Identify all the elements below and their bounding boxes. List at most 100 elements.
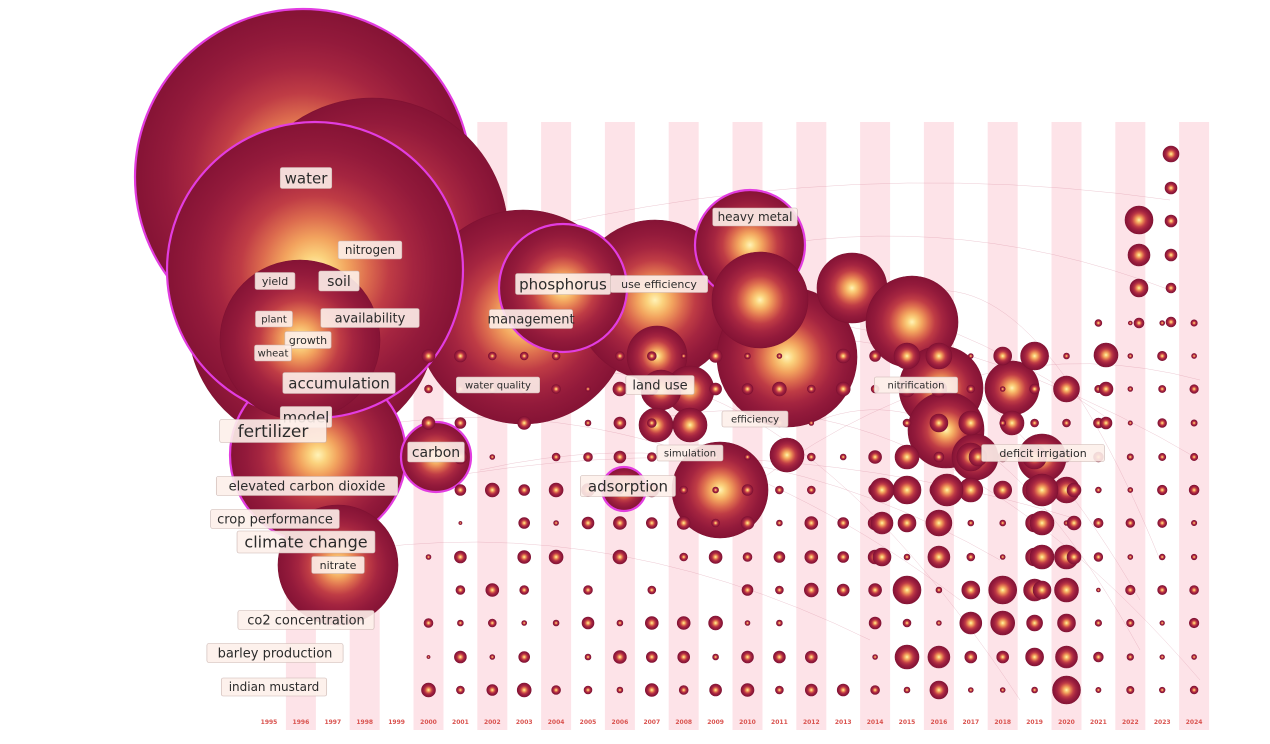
keyword-node <box>894 444 920 470</box>
keyword-label: co2 concentration <box>237 610 375 630</box>
keyword-label: adsorption <box>580 475 676 497</box>
keyword-node <box>1191 654 1197 660</box>
keyword-node <box>521 620 528 626</box>
keyword-node <box>672 407 708 443</box>
keyword-node <box>1189 384 1199 394</box>
keyword-node <box>744 453 751 461</box>
keyword-node <box>836 583 850 597</box>
keyword-node <box>959 611 983 635</box>
keyword-label: indian mustard <box>220 677 328 697</box>
keyword-node <box>929 680 949 700</box>
keyword-label: crop performance <box>210 509 340 529</box>
keyword-node <box>769 437 805 473</box>
keyword-node <box>1191 519 1198 527</box>
keyword-label-box <box>455 376 540 394</box>
year-label: 2021 <box>1090 719 1107 726</box>
keyword-node <box>1164 181 1178 195</box>
keyword-node <box>1159 320 1165 326</box>
keyword-node <box>808 420 815 426</box>
keyword-node <box>872 547 892 567</box>
keyword-node <box>806 485 816 495</box>
keyword-node <box>583 585 593 595</box>
keyword-node <box>1126 653 1134 661</box>
keyword-node <box>708 550 723 564</box>
keyword-node <box>990 610 1016 636</box>
keyword-label-box <box>311 556 365 574</box>
keyword-node <box>999 554 1006 560</box>
keyword-node <box>773 650 786 664</box>
keyword-node <box>967 519 975 527</box>
keyword-label-text: adsorption <box>588 477 668 495</box>
keyword-label: use efficiency <box>610 275 708 293</box>
keyword-node <box>775 585 784 595</box>
year-label: 2000 <box>420 719 437 726</box>
keyword-node <box>458 521 463 525</box>
keyword-node <box>892 475 922 505</box>
year-label: 2018 <box>994 719 1011 726</box>
keyword-node <box>1126 453 1134 461</box>
keyword-node <box>645 517 658 529</box>
keyword-node <box>1127 386 1134 392</box>
keyword-node <box>1125 518 1136 528</box>
keyword-label-box <box>254 344 292 362</box>
keyword-node <box>1098 381 1114 397</box>
keyword-node <box>1188 617 1200 629</box>
keyword-node <box>581 516 595 530</box>
keyword-node <box>1096 587 1101 593</box>
keyword-node <box>551 685 561 695</box>
keyword-node <box>551 351 561 361</box>
keyword-node <box>1062 418 1071 428</box>
year-band <box>860 122 891 730</box>
keyword-node <box>518 651 531 663</box>
keyword-node <box>1031 686 1038 694</box>
keyword-node <box>456 685 465 695</box>
year-label: 1997 <box>324 719 341 726</box>
keyword-label-text: barley production <box>218 647 333 662</box>
year-label: 2005 <box>580 719 597 726</box>
keyword-node <box>869 350 881 362</box>
keyword-label-box <box>318 270 360 292</box>
keyword-node <box>929 413 949 433</box>
keyword-node <box>613 650 627 664</box>
keyword-label-text: land use <box>632 379 687 394</box>
keyword-node <box>1029 510 1055 536</box>
keyword-node <box>1127 243 1151 267</box>
keyword-label: water quality <box>455 376 540 394</box>
keyword-node <box>835 348 851 364</box>
keyword-label-text: deficit irrigation <box>999 447 1086 460</box>
keyword-label-box <box>284 331 332 349</box>
year-label: 2013 <box>835 719 852 726</box>
keyword-node <box>773 551 786 563</box>
keyword-node <box>804 550 819 564</box>
keyword-node <box>1158 385 1167 393</box>
keyword-node <box>1189 585 1199 595</box>
year-axis: 1995 1996 1997 1998 1999 2000 2001 2002 2003 2004… <box>261 719 1203 726</box>
keyword-node <box>775 485 784 495</box>
keyword-node <box>1157 418 1167 428</box>
keyword-node <box>1030 418 1039 428</box>
keyword-label-box <box>712 207 798 227</box>
keyword-node <box>837 517 850 529</box>
keyword-node <box>489 454 496 460</box>
keyword-node <box>839 453 847 461</box>
year-label: 2008 <box>675 719 692 726</box>
keyword-label-box <box>220 677 328 697</box>
keyword-node <box>927 645 951 669</box>
keyword-node <box>1095 687 1102 693</box>
keyword-node <box>552 619 560 627</box>
keyword-node <box>1126 618 1135 628</box>
keyword-node <box>1055 645 1078 669</box>
keyword-node <box>615 351 625 361</box>
keyword-node <box>893 342 921 370</box>
keyword-node <box>740 516 755 530</box>
keyword-node <box>484 482 500 498</box>
keyword-node <box>868 616 882 630</box>
keyword-label: deficit irrigation <box>981 444 1105 462</box>
keyword-label-text: soil <box>327 274 351 290</box>
year-label: 2007 <box>643 719 660 726</box>
keyword-label-text: availability <box>335 312 406 327</box>
keyword-node <box>836 683 850 697</box>
keyword-label-text: nitrogen <box>345 243 395 257</box>
keyword-node <box>709 683 722 697</box>
link-line <box>349 417 961 601</box>
